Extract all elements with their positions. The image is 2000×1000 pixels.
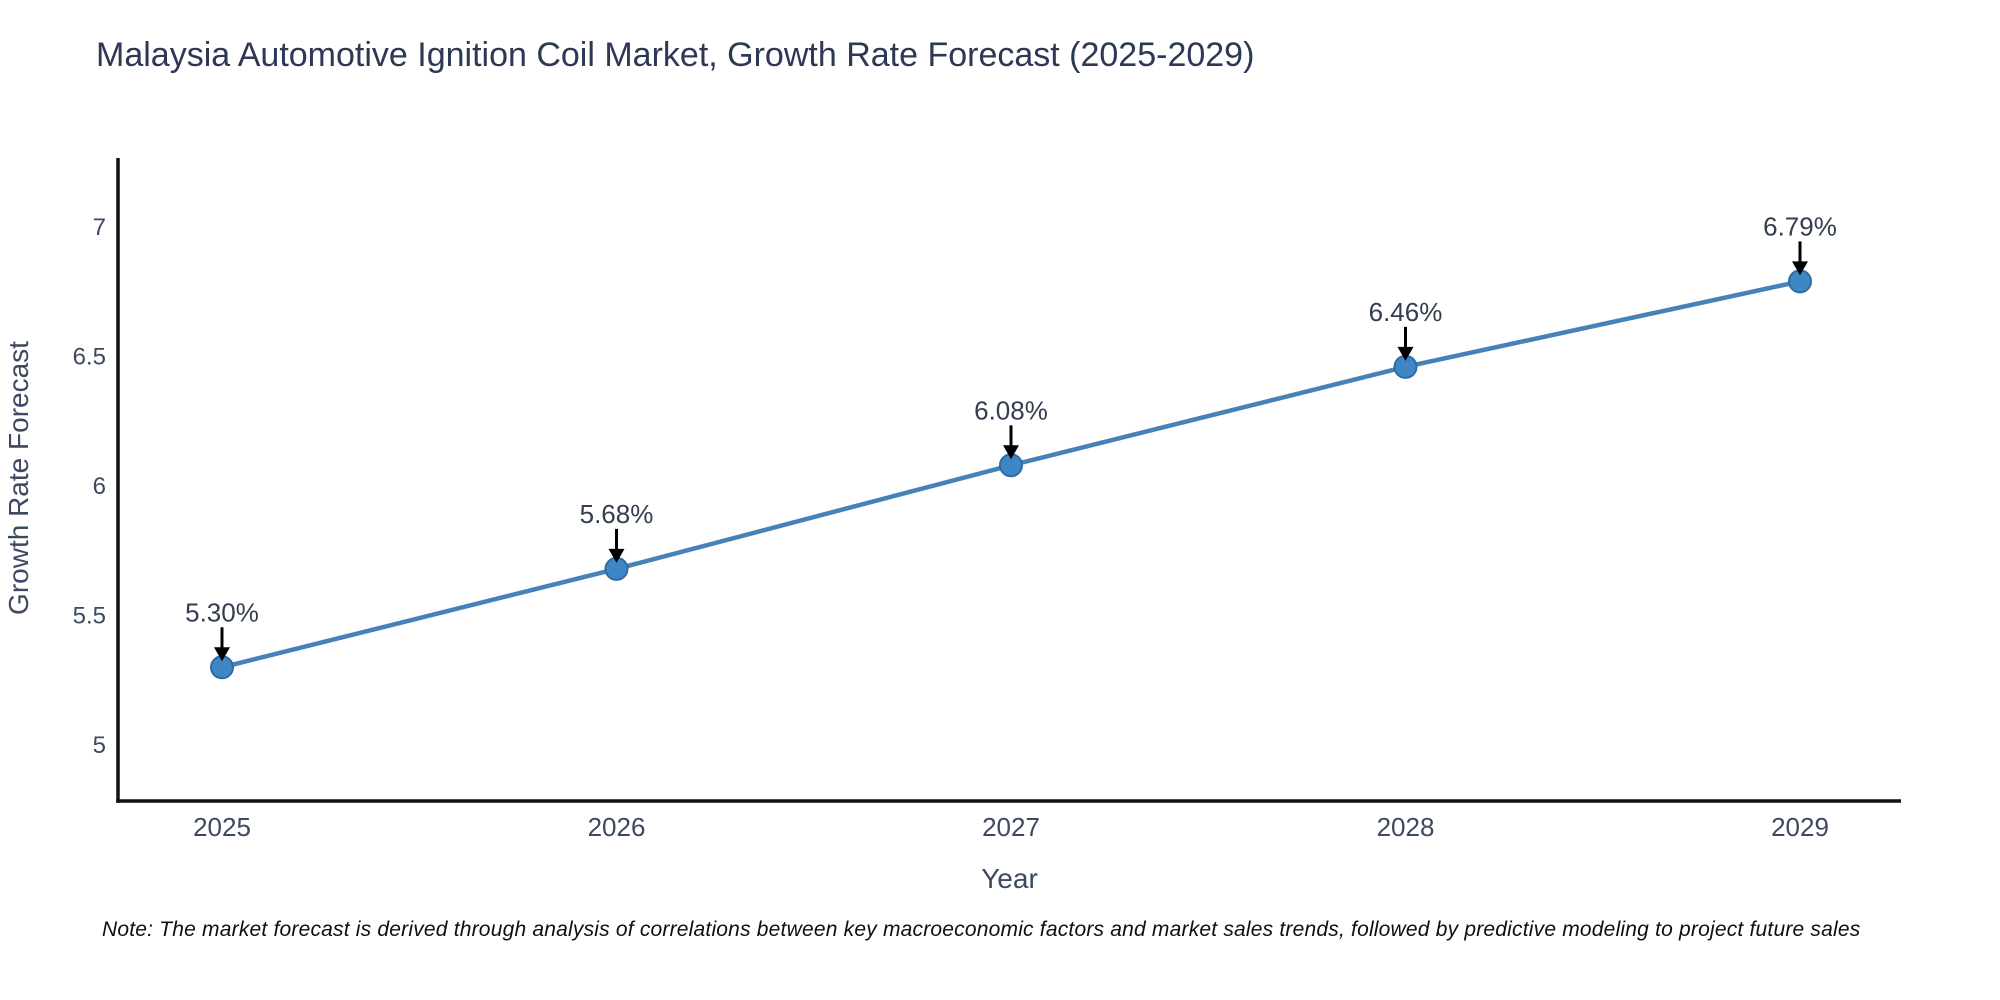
x-tick-label: 2029 [1771,812,1829,842]
y-tick-label: 7 [93,214,106,241]
point-value-label: 6.79% [1763,211,1837,241]
y-tick-label: 6.5 [73,344,106,371]
y-tick-label: 5.5 [73,603,106,630]
annotation-arrow-head [1003,445,1019,460]
footnote: Note: The market forecast is derived thr… [102,918,1861,941]
x-tick-label: 2027 [982,812,1040,842]
x-tick-label: 2028 [1377,812,1435,842]
annotation-arrow-head [608,548,625,563]
chart-title: Malaysia Automotive Ignition Coil Market… [96,36,1255,74]
point-value-label: 6.08% [974,395,1048,425]
x-tick-label: 2026 [588,812,646,842]
point-value-label: 5.30% [185,597,259,627]
y-axis-title: Growth Rate Forecast [3,341,34,615]
annotation-arrow-head [214,647,230,662]
x-axis-title: Year [981,863,1038,894]
x-tick-label: 2025 [193,812,251,842]
point-value-label: 6.46% [1369,297,1443,327]
y-tick-label: 6 [93,473,106,500]
annotation-arrow-head [1792,261,1808,276]
y-tick-label: 5 [93,732,106,759]
annotation-arrow-head [1397,346,1414,361]
point-value-label: 5.68% [580,499,654,529]
